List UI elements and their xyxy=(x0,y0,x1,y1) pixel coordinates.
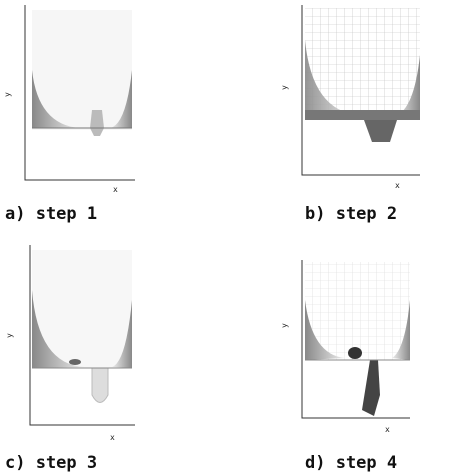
y-label: y xyxy=(280,323,289,328)
axes xyxy=(301,260,410,419)
shade xyxy=(90,110,104,136)
y-label: y xyxy=(280,85,289,90)
x-label: x xyxy=(385,425,390,434)
blob xyxy=(69,359,81,365)
shade xyxy=(91,367,109,403)
panel-d: x y d) step 4 xyxy=(280,260,410,473)
shade xyxy=(305,40,360,120)
y-label: y xyxy=(5,333,14,338)
shade xyxy=(305,300,345,360)
axes xyxy=(29,245,135,426)
shade xyxy=(32,70,80,128)
axes xyxy=(24,5,135,181)
x-label: x xyxy=(113,185,118,194)
jet xyxy=(362,360,380,416)
band xyxy=(305,110,420,120)
field xyxy=(305,262,410,360)
panel-c: x y c) step 3 xyxy=(5,245,135,473)
panel-b: x y b) step 2 xyxy=(280,5,420,224)
x-label: x xyxy=(395,181,400,190)
shade xyxy=(32,290,85,368)
caption: b) step 2 xyxy=(305,204,397,224)
shade xyxy=(112,300,132,368)
blob xyxy=(348,347,362,359)
y-label: y xyxy=(3,92,12,97)
caption: c) step 3 xyxy=(5,453,97,473)
shade xyxy=(364,120,397,142)
shade xyxy=(110,70,132,128)
panel-a: x y a) step 1 xyxy=(3,5,135,224)
field xyxy=(32,10,132,130)
axes xyxy=(301,5,420,176)
caption: d) step 4 xyxy=(305,453,397,473)
shade xyxy=(392,300,410,360)
caption: a) step 1 xyxy=(5,204,97,224)
shade xyxy=(395,55,420,120)
x-label: x xyxy=(110,433,115,442)
